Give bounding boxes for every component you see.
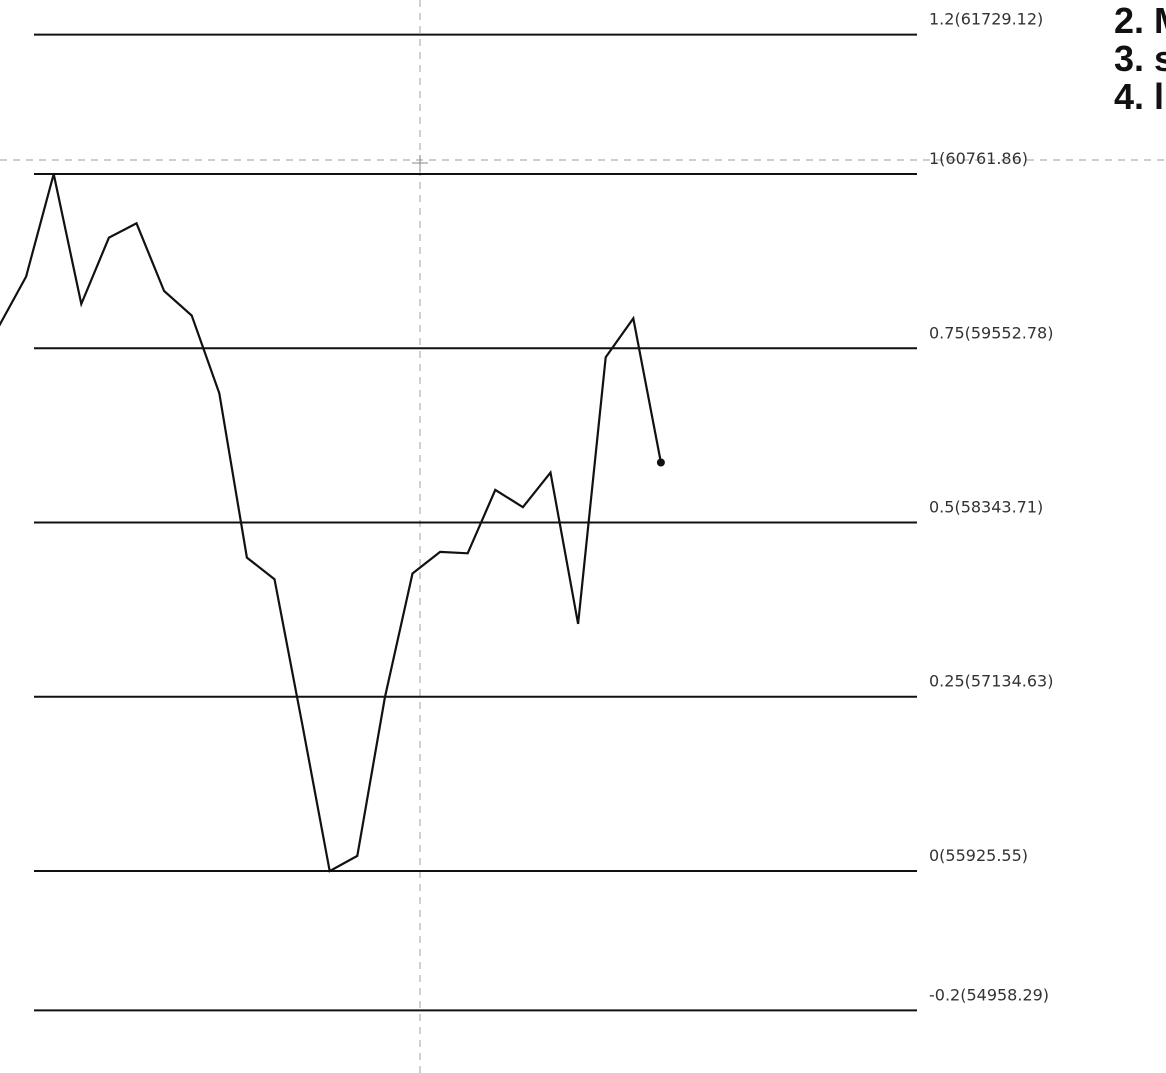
fib-level-label: 0.75(59552.78) [929, 323, 1053, 342]
fib-level-label: 0(55925.55) [929, 846, 1028, 865]
steps-list: 2. M 3. s 4. l [1114, 2, 1166, 116]
step-item: 3. s [1114, 38, 1166, 79]
fib-level-label: 1(60761.86) [929, 149, 1028, 168]
fib-level-label: -0.2(54958.29) [929, 985, 1049, 1004]
crosshair-marker [412, 155, 428, 171]
fib-level-label: 0.25(57134.63) [929, 672, 1053, 691]
price-line [0, 173, 662, 873]
fib-level-label: 0.5(58343.71) [929, 497, 1043, 516]
step-item: 4. l [1114, 76, 1165, 117]
fib-level-label: 1.2(61729.12) [929, 10, 1043, 29]
price-endpoint-dot [656, 458, 665, 467]
step-item: 2. M [1114, 0, 1166, 41]
